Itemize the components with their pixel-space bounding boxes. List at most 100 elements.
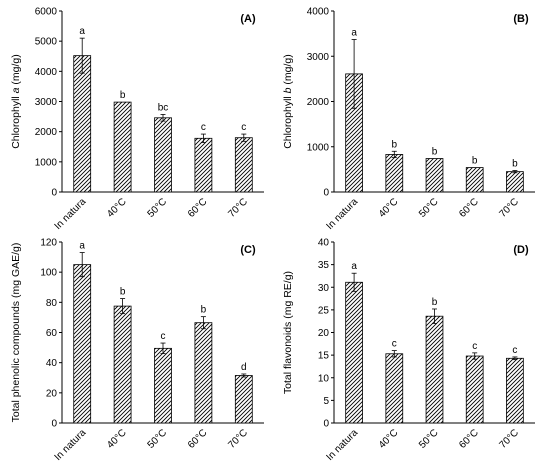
y-tick-label: 100 (40, 268, 57, 279)
x-tick-label: 40°C (105, 196, 129, 220)
x-tick-label: 70°C (497, 427, 521, 451)
x-tick-label: 60°C (457, 427, 481, 451)
significance-letter: c (201, 122, 206, 133)
y-tick-label: 10 (318, 373, 330, 384)
bar (73, 55, 92, 193)
y-tick-label: 0 (51, 188, 57, 199)
significance-letter: bc (158, 102, 169, 113)
y-tick-label: 40 (46, 358, 58, 369)
y-tick-label: 1000 (35, 157, 58, 168)
y-tick-label: 35 (318, 260, 330, 271)
y-tick-label: 80 (46, 298, 58, 309)
bar (506, 357, 524, 424)
y-axis-label: Total flavonoids (mg RE/g) (282, 271, 294, 394)
bar (425, 315, 444, 424)
y-tick-label: 1000 (307, 142, 330, 153)
significance-letter: b (392, 139, 398, 150)
y-tick-label: 4000 (307, 7, 330, 18)
y-axis-label: Chlorophyll b (mg/g) (282, 54, 294, 149)
y-tick-label: 120 (40, 238, 57, 249)
bar (234, 137, 253, 193)
y-tick-label: 2000 (307, 97, 330, 108)
y-tick-label: 6000 (35, 7, 58, 18)
x-tick-label: 50°C (417, 196, 441, 220)
x-tick-label: 70°C (226, 196, 250, 220)
chart-panel: 0 1000 2000 3000 4000 5000 6000 Chlorophyll a (… (10, 7, 264, 232)
significance-letter: c (472, 341, 477, 352)
x-tick-label: 50°C (146, 427, 170, 451)
y-tick-label: 0 (51, 419, 57, 430)
panel-label: (D) (513, 244, 529, 256)
panel-label: (B) (513, 13, 529, 25)
y-tick-label: 15 (318, 351, 330, 362)
x-tick-label: 60°C (186, 427, 210, 451)
panel-label: (A) (240, 13, 256, 25)
bar (194, 137, 213, 193)
y-axis-label: Total phenolic compounds (mg GAE/g) (10, 243, 22, 423)
significance-letter: a (79, 26, 85, 37)
bar (194, 322, 213, 424)
significance-letter: a (79, 241, 85, 252)
y-axis-label-part: Chlorophyll (10, 93, 22, 148)
bar (154, 117, 172, 193)
x-tick-label: 70°C (497, 196, 521, 220)
y-axis-label-part: a (10, 87, 22, 93)
y-tick-label: 30 (318, 283, 330, 294)
x-tick-label: In natura (325, 427, 361, 463)
significance-letter: b (120, 287, 126, 298)
x-tick-label: 40°C (105, 427, 129, 451)
y-axis-label-part: Total phenolic compounds (mg GAE/g) (10, 243, 22, 423)
y-axis-label-part: b (282, 87, 294, 93)
significance-letter: c (392, 339, 397, 350)
bar (425, 158, 444, 193)
x-tick-label: In natura (325, 196, 361, 232)
significance-letter: b (512, 159, 518, 170)
y-tick-label: 3000 (35, 97, 58, 108)
x-tick-label: In natura (53, 196, 89, 232)
x-tick-label: In natura (53, 427, 89, 463)
significance-letter: c (241, 122, 246, 133)
x-tick-label: 60°C (457, 196, 481, 220)
x-tick-label: 60°C (186, 196, 210, 220)
y-tick-label: 4000 (35, 67, 58, 78)
y-axis-label-part: Total flavonoids (mg RE/g) (282, 271, 294, 394)
significance-letter: a (351, 261, 357, 272)
x-tick-label: 40°C (377, 196, 401, 220)
x-tick-label: 50°C (146, 196, 170, 220)
bar (113, 305, 132, 424)
significance-letter: c (161, 331, 166, 342)
x-tick-label: 50°C (417, 427, 441, 451)
y-tick-label: 60 (46, 328, 58, 339)
x-tick-label: 70°C (226, 427, 250, 451)
chart-panel: 0 20 40 60 80 100 120 Total phenolic compounds … (10, 238, 264, 463)
significance-letter: b (120, 90, 126, 101)
bar (465, 355, 484, 424)
y-tick-label: 3000 (307, 52, 330, 63)
significance-letter: b (432, 147, 438, 158)
y-axis-label-part: Chlorophyll (282, 93, 294, 148)
bar (385, 353, 404, 424)
significance-letter: c (512, 345, 517, 356)
y-tick-label: 5 (323, 396, 329, 407)
bar (234, 375, 253, 424)
chart-panel: 0 1000 2000 3000 4000 Chlorophyll b (mg/g) (B)… (282, 7, 535, 232)
y-tick-label: 25 (318, 305, 330, 316)
y-tick-label: 40 (318, 238, 330, 249)
significance-letter: b (472, 156, 478, 167)
significance-letter: b (432, 297, 438, 308)
y-tick-label: 0 (323, 188, 329, 199)
bar (154, 347, 172, 424)
y-tick-label: 20 (318, 328, 330, 339)
y-tick-label: 5000 (35, 37, 58, 48)
y-axis-label-part: (mg/g) (10, 54, 22, 87)
significance-letter: b (201, 305, 207, 316)
y-axis-label: Chlorophyll a (mg/g) (10, 54, 22, 149)
bar (385, 154, 404, 193)
chart-panel: 0 5 10 15 20 25 30 35 40 Total flavonoids (mg RE/… (282, 238, 535, 463)
bar (113, 101, 132, 193)
panel-label: (C) (240, 244, 256, 256)
bar (73, 264, 92, 424)
bar (465, 167, 484, 193)
y-axis-label-part: (mg/g) (282, 54, 294, 87)
